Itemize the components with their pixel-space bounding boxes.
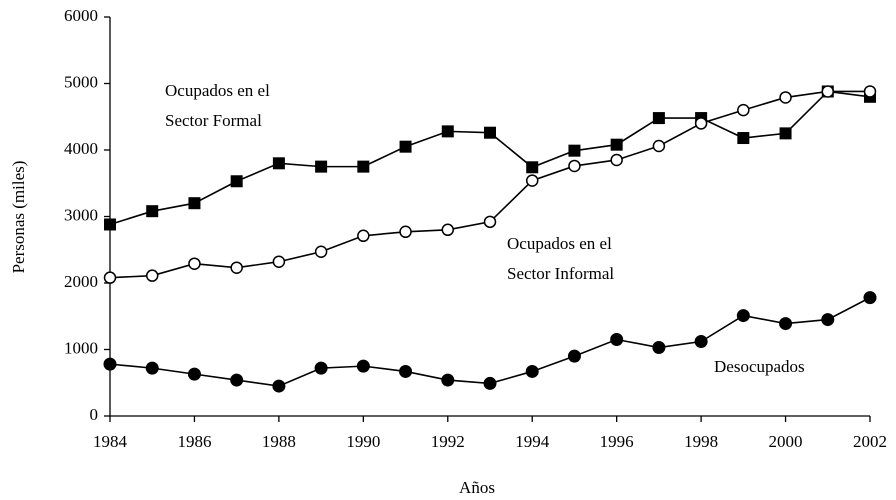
marker [526, 161, 539, 174]
marker [187, 367, 201, 381]
marker [272, 157, 285, 170]
x-tick-label: 1998 [684, 432, 718, 451]
marker [567, 349, 581, 363]
x-tick-label: 1992 [431, 432, 465, 451]
marker [146, 205, 159, 218]
marker [104, 218, 116, 231]
marker [315, 160, 328, 173]
marker [230, 261, 243, 274]
x-tick-label: 1986 [177, 432, 211, 451]
marker [272, 255, 286, 268]
y-tick-label: 5000 [64, 72, 98, 91]
marker [610, 138, 623, 151]
y-tick-label: 3000 [64, 205, 98, 224]
marker [610, 333, 624, 347]
marker [103, 357, 117, 371]
marker [272, 379, 286, 393]
marker [779, 127, 792, 140]
x-tick-label: 1988 [262, 432, 296, 451]
marker [356, 359, 370, 373]
annotation: Desocupados [714, 357, 805, 376]
marker [483, 215, 497, 229]
y-tick-label: 6000 [64, 6, 98, 25]
marker [484, 126, 496, 139]
marker [568, 159, 581, 173]
x-tick-label: 1990 [346, 432, 380, 451]
marker [652, 112, 665, 125]
annotation: Sector Informal [507, 264, 614, 283]
marker [145, 361, 159, 375]
marker [399, 140, 412, 153]
marker [525, 174, 539, 187]
marker [230, 175, 243, 188]
marker [441, 125, 454, 138]
marker [188, 257, 201, 270]
marker [357, 160, 370, 173]
marker [525, 364, 539, 378]
annotation: Ocupados en el [507, 234, 612, 253]
marker [737, 103, 750, 117]
marker [821, 85, 835, 98]
marker [399, 364, 413, 378]
marker [399, 225, 412, 239]
marker [103, 271, 117, 284]
x-tick-label: 2000 [769, 432, 803, 451]
y-tick-label: 4000 [64, 139, 98, 158]
marker [821, 313, 835, 327]
marker [779, 317, 793, 331]
marker [610, 153, 623, 167]
marker [737, 132, 750, 145]
marker [652, 341, 666, 355]
marker [863, 291, 877, 305]
marker [483, 376, 497, 390]
marker [357, 229, 370, 243]
marker [145, 269, 159, 282]
x-tick-label: 2002 [853, 432, 887, 451]
marker [694, 335, 708, 349]
marker [314, 245, 328, 258]
marker [863, 85, 877, 98]
y-tick-label: 0 [90, 405, 99, 424]
x-axis-label: Años [459, 478, 495, 497]
x-tick-label: 1984 [93, 432, 128, 451]
marker [652, 139, 666, 153]
annotation: Sector Formal [165, 111, 262, 130]
marker [188, 197, 201, 210]
x-tick-label: 1996 [600, 432, 634, 451]
marker [694, 117, 708, 130]
marker [736, 309, 750, 323]
marker [441, 223, 455, 237]
marker [441, 373, 455, 387]
y-tick-label: 1000 [64, 338, 98, 357]
y-tick-label: 2000 [64, 272, 98, 291]
y-axis-label: Personas (miles) [9, 161, 28, 274]
marker [568, 144, 581, 157]
marker [779, 91, 792, 104]
marker [314, 361, 328, 375]
annotation: Ocupados en el [165, 81, 270, 100]
x-tick-label: 1994 [515, 432, 550, 451]
marker [230, 373, 244, 387]
